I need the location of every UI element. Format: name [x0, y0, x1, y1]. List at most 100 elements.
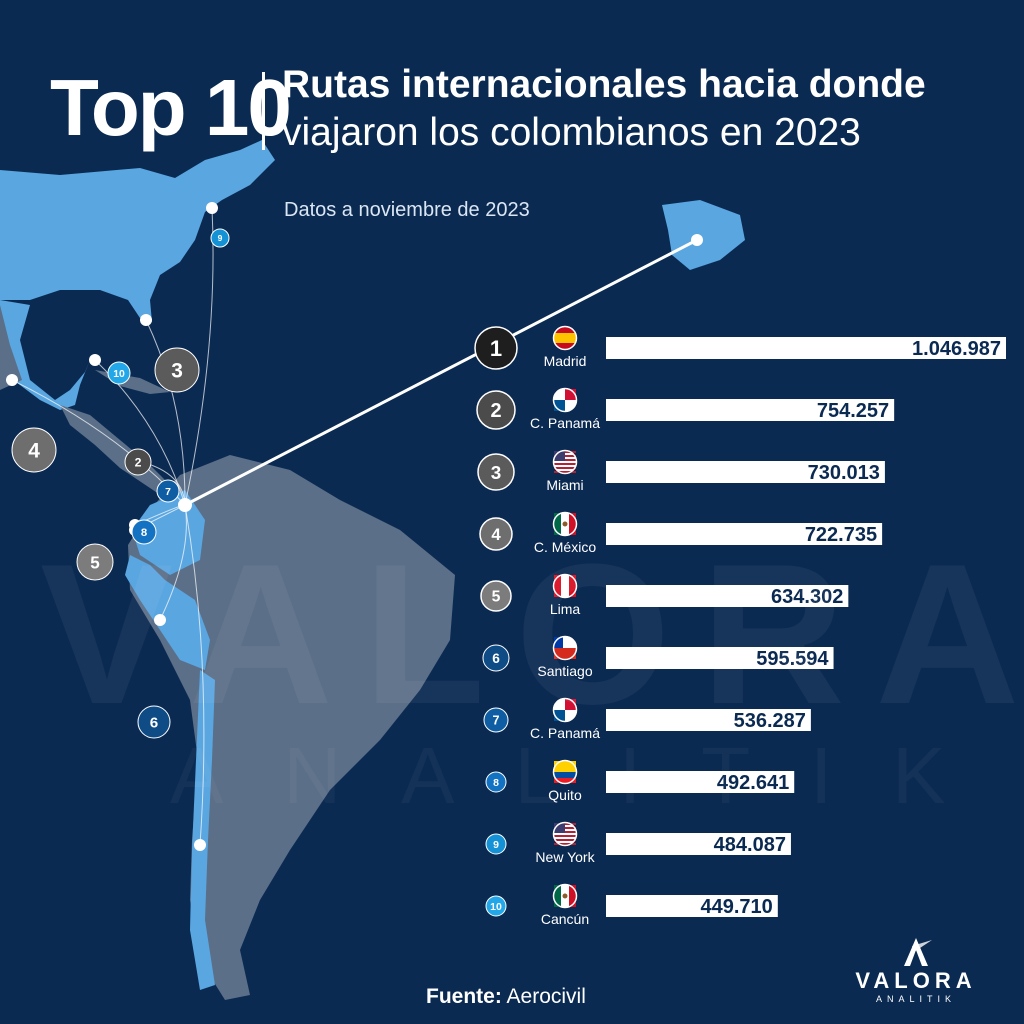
watermark-word: VALORA — [40, 523, 1024, 746]
rank-label-8: 8 — [493, 777, 499, 789]
mexico-flag-icon — [552, 511, 578, 537]
map-badge-6 — [137, 705, 171, 739]
destination-dot-6 — [194, 839, 206, 851]
usa-landmass — [0, 140, 275, 322]
destination-dot-1 — [691, 234, 703, 246]
rank-label-9: 9 — [493, 839, 499, 851]
source-label: Fuente: — [426, 985, 502, 1008]
map-badge-label-6: 6 — [150, 715, 158, 732]
map-badge-label-5: 5 — [90, 553, 100, 572]
value-label: 595.594 — [756, 648, 829, 670]
destination-dot-10 — [89, 354, 101, 366]
map-badge-label-10: 10 — [113, 369, 125, 380]
map-badge-4 — [11, 427, 57, 473]
rank-badge-4 — [479, 517, 513, 551]
logo-mark-icon — [904, 938, 932, 966]
value-label: 449.710 — [701, 896, 773, 918]
source-note: Fuente: Aerocivil — [426, 985, 586, 1009]
mexico-flag-icon — [552, 883, 578, 909]
value-label: 634.302 — [771, 586, 843, 608]
bar — [606, 709, 811, 731]
value-label: 730.013 — [808, 462, 880, 484]
rank-badge-6 — [482, 644, 510, 672]
value-label: 754.257 — [817, 400, 889, 422]
city-label: C. México — [534, 539, 596, 555]
value-label: 484.087 — [714, 834, 786, 856]
rank-badge-9 — [485, 833, 507, 855]
usa-flag-icon — [552, 821, 578, 847]
panama-flag-icon — [552, 697, 578, 723]
value-label: 722.735 — [805, 524, 877, 546]
peru-flag-icon — [552, 573, 578, 599]
city-label: Madrid — [544, 353, 587, 369]
rank-badge-2 — [476, 390, 516, 430]
destination-dot-7 — [154, 614, 166, 626]
mexico-landmass — [0, 300, 90, 410]
chile-landmass — [190, 670, 215, 990]
city-label: Miami — [546, 477, 583, 493]
rank-badge-10 — [485, 895, 507, 917]
ecuador-flag-icon — [552, 759, 578, 785]
spain-landmass — [662, 200, 745, 270]
peru-landmass — [125, 555, 210, 670]
ranking-chart: 1 Madrid 1.046.987 2 C. Panamá 754.257 3 Miami 7… — [474, 325, 1006, 927]
city-label: Lima — [550, 601, 581, 617]
city-label: Quito — [548, 787, 582, 803]
bar — [606, 833, 791, 855]
panama-flag-icon — [552, 387, 578, 413]
map-badge-10 — [107, 361, 131, 385]
page-title-line1: Rutas internacionales hacia donde — [282, 63, 926, 106]
city-label: C. Panamá — [530, 415, 600, 431]
usa-flag-icon — [552, 449, 578, 475]
map-badge-label-2: 2 — [135, 456, 142, 470]
rank-badge-5 — [480, 580, 512, 612]
south-america-landmass — [128, 455, 455, 1000]
map-badge-label-4: 4 — [28, 440, 40, 463]
chile-flag-icon — [552, 635, 578, 661]
bar — [606, 647, 834, 669]
route-line-1 — [184, 238, 698, 507]
rank-badge-1 — [474, 326, 518, 370]
baja-landmass — [0, 305, 22, 390]
city-label: Santiago — [537, 663, 592, 679]
city-label: New York — [535, 849, 595, 865]
bar — [606, 337, 1006, 359]
logo-sub: ANALITIK — [875, 994, 956, 1004]
rank-label-4: 4 — [491, 525, 501, 544]
value-label: 492.641 — [717, 772, 789, 794]
bar — [606, 585, 849, 607]
watermark-sub: ANALITIK — [170, 730, 1006, 822]
brand-logo: VALORA ANALITIK — [846, 936, 986, 1006]
rank-badge-7 — [483, 707, 509, 733]
logo-word: VALORA — [855, 968, 977, 993]
spain-flag-icon — [552, 325, 578, 351]
map-badge-9 — [210, 228, 230, 248]
destination-dot-4 — [6, 374, 18, 386]
rank-label-10: 10 — [490, 901, 502, 913]
route-line-7 — [159, 504, 187, 621]
map-badge-5 — [76, 543, 114, 581]
map-badge-label-7: 7 — [165, 487, 171, 498]
central-america-landmass — [60, 405, 182, 505]
value-label: 536.287 — [734, 710, 806, 732]
city-label: C. Panamá — [530, 725, 600, 741]
rank-badge-3 — [477, 453, 515, 491]
rank-label-1: 1 — [490, 336, 502, 361]
map-badge-label-9: 9 — [218, 233, 223, 243]
page-title-line2: viajaron los colombianos en 2023 — [282, 111, 861, 154]
top-label: Top 10 — [50, 63, 292, 152]
map-badge-label-3: 3 — [171, 360, 183, 383]
rank-label-2: 2 — [490, 400, 501, 422]
city-label: Cancún — [541, 911, 589, 927]
destination-dot-9 — [206, 202, 218, 214]
map-badge-2 — [124, 448, 152, 476]
rank-label-7: 7 — [492, 714, 499, 728]
map-badge-3 — [154, 347, 200, 393]
destination-dot-3 — [140, 314, 152, 326]
rank-label-3: 3 — [491, 463, 502, 484]
rank-label-5: 5 — [492, 589, 501, 606]
subtitle: Datos a noviembre de 2023 — [284, 199, 530, 221]
source-value: Aerocivil — [506, 985, 586, 1008]
rank-badge-8 — [485, 771, 507, 793]
